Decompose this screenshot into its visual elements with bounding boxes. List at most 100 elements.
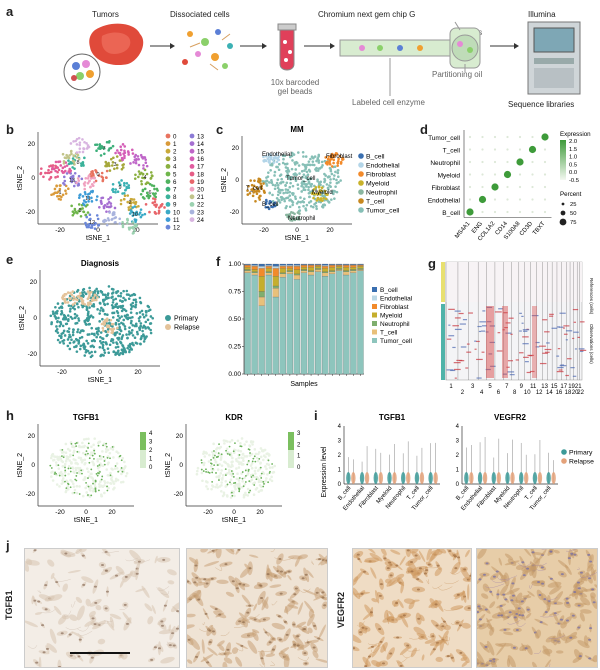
dot (518, 148, 522, 151)
cluster-points (92, 180, 96, 184)
expression-points (97, 444, 100, 447)
cnv-signal (556, 355, 560, 357)
cluster-points (133, 212, 136, 215)
cnv-signal (579, 321, 585, 323)
panel-label-d: d (420, 122, 428, 137)
nucleus (573, 590, 577, 593)
tumor-cell-points (291, 192, 294, 195)
expression-points (106, 456, 109, 459)
background-points (112, 456, 115, 459)
x-tick-label: 0 (96, 227, 100, 234)
cluster-points (119, 148, 123, 152)
primary-points (106, 302, 109, 306)
background-points (263, 448, 267, 452)
background-points (196, 466, 200, 470)
fiber (160, 590, 170, 595)
primary-points (60, 332, 64, 336)
tsne-cluster-plot: 20 0 -20 -20 0 20 tSNE_1 tSNE_2 0 1 2 3 4 5 6 7 8 9 10 11 12… (10, 126, 215, 244)
primary-points (138, 319, 141, 323)
cluster-points (145, 194, 149, 198)
tissue-cell (553, 591, 564, 604)
tumor-cell-points (307, 163, 311, 166)
chrom-label: 11 (530, 384, 537, 390)
tissue-cell (218, 644, 225, 652)
bar-segment (314, 266, 322, 269)
tissue-cell (364, 557, 380, 563)
expression-points (246, 463, 249, 466)
primary-points (120, 335, 124, 339)
tumor-cell-points (276, 184, 280, 187)
expression-points (101, 475, 104, 478)
cnv-signal (446, 338, 452, 340)
fiber (119, 605, 129, 610)
cluster-points (107, 197, 110, 201)
cluster-points (71, 157, 75, 160)
cluster-points (42, 175, 45, 179)
proportion-barplot: 1.00 0.75 0.50 0.25 0.00 Samples B_cell Endothe… (216, 258, 426, 394)
fiber (40, 609, 56, 614)
background-points (54, 461, 58, 464)
legend-label: 14 (197, 141, 204, 148)
ihc-image-vegfr2-1 (352, 548, 472, 668)
nucleus (573, 553, 577, 556)
legend-swatch (358, 171, 364, 177)
violin-body (546, 472, 551, 484)
nucleus (60, 632, 64, 635)
expression-points (111, 446, 114, 448)
background-points (116, 478, 120, 482)
background-points (222, 491, 226, 494)
tumor-cell-points (311, 163, 314, 167)
background-points (240, 437, 244, 440)
background-points (106, 448, 110, 452)
background-points (73, 488, 77, 492)
nucleus (495, 570, 499, 573)
chrom-label: 15 (551, 384, 558, 390)
bar-segment (343, 274, 350, 375)
background-points (240, 463, 244, 466)
tissue-cell (481, 593, 489, 599)
tumor-cell-points (271, 193, 274, 197)
background-points (221, 494, 225, 498)
bar-segment (272, 268, 279, 277)
primary-points (68, 310, 72, 313)
cnv-signal (546, 342, 550, 344)
bar-segment (265, 263, 272, 266)
expression-points (87, 442, 90, 445)
tissue-cell (380, 549, 387, 556)
primary-points (81, 343, 85, 347)
bar-segment (350, 267, 357, 270)
dot (543, 160, 547, 164)
cluster-points (76, 177, 80, 180)
tissue-cell (106, 620, 115, 631)
fiber (37, 590, 42, 594)
x-tick-label: 20 (132, 227, 140, 234)
background-points (249, 464, 253, 467)
cnv-signal (573, 321, 576, 323)
expression-points (251, 460, 254, 463)
nucleus (41, 624, 45, 627)
legend-label: 2 (173, 149, 177, 156)
primary-points (62, 342, 66, 345)
background-points (106, 473, 110, 477)
primary-points (54, 305, 57, 309)
tumor-cell-points (329, 169, 333, 173)
background-points (68, 449, 72, 452)
cluster-points (123, 145, 127, 148)
nucleus (237, 549, 241, 551)
primary-points (85, 308, 89, 312)
background-points (223, 442, 226, 445)
tumor-cell-points (301, 150, 305, 154)
cluster-points (57, 190, 60, 193)
y-tick-label: 4 (456, 424, 460, 430)
cluster-points (89, 177, 93, 180)
tumor-cell-points (266, 175, 270, 178)
panel-label-i: i (314, 408, 318, 423)
cnv-signal (558, 326, 564, 328)
nucleus (383, 557, 387, 560)
tissue-cell (25, 620, 38, 628)
cluster-points (88, 222, 92, 226)
expression-points (49, 464, 52, 467)
cluster-points (143, 187, 147, 191)
primary-points (90, 304, 94, 308)
tumor-cell-points (286, 173, 290, 176)
